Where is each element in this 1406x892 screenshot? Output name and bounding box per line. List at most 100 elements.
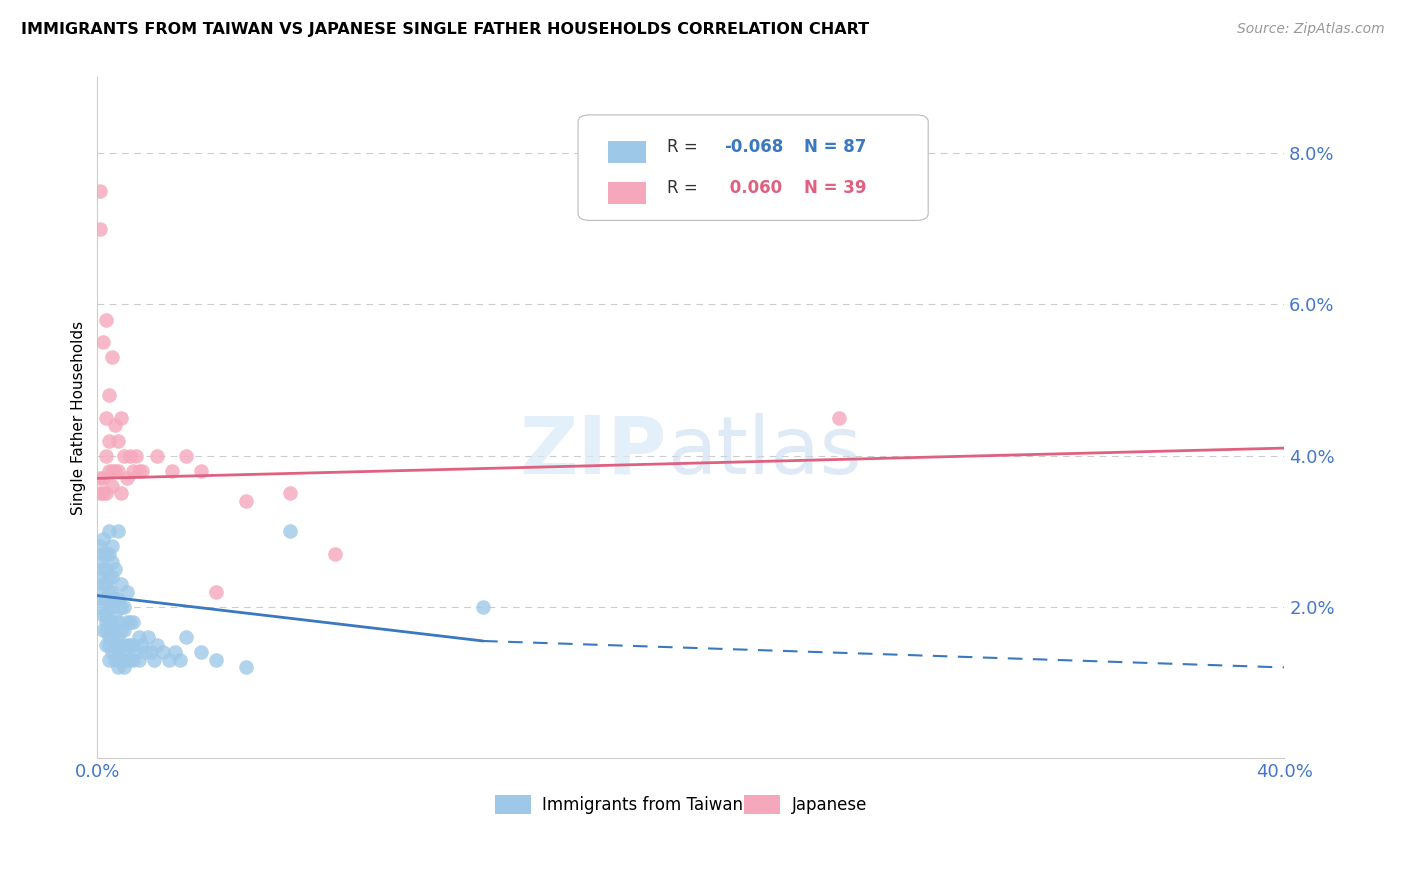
Text: N = 39: N = 39 bbox=[804, 178, 866, 197]
Point bbox=[101, 615, 124, 629]
Point bbox=[91, 335, 114, 350]
Point bbox=[131, 464, 153, 478]
Text: Immigrants from Taiwan: Immigrants from Taiwan bbox=[543, 796, 744, 814]
Point bbox=[89, 221, 111, 235]
FancyBboxPatch shape bbox=[495, 795, 530, 814]
FancyBboxPatch shape bbox=[607, 182, 645, 204]
Point bbox=[104, 418, 127, 433]
Point bbox=[122, 464, 145, 478]
Point bbox=[107, 615, 129, 629]
Point bbox=[131, 638, 153, 652]
Point bbox=[107, 524, 129, 539]
Point bbox=[128, 630, 150, 644]
Point bbox=[89, 486, 111, 500]
Point bbox=[110, 623, 132, 637]
Point bbox=[110, 599, 132, 614]
Text: IMMIGRANTS FROM TAIWAN VS JAPANESE SINGLE FATHER HOUSEHOLDS CORRELATION CHART: IMMIGRANTS FROM TAIWAN VS JAPANESE SINGL… bbox=[21, 22, 869, 37]
Point bbox=[101, 599, 124, 614]
Point bbox=[118, 615, 141, 629]
Point bbox=[118, 449, 141, 463]
Point bbox=[104, 638, 127, 652]
Text: Japanese: Japanese bbox=[792, 796, 868, 814]
Point bbox=[115, 584, 138, 599]
Point bbox=[190, 464, 212, 478]
Point bbox=[91, 623, 114, 637]
Point bbox=[98, 434, 121, 448]
Point bbox=[89, 184, 111, 198]
Point bbox=[98, 599, 121, 614]
Point bbox=[828, 410, 851, 425]
Point bbox=[134, 645, 156, 659]
Point bbox=[98, 547, 121, 561]
Point bbox=[101, 645, 124, 659]
Point bbox=[107, 630, 129, 644]
FancyBboxPatch shape bbox=[744, 795, 780, 814]
Point bbox=[136, 630, 159, 644]
Point bbox=[205, 584, 228, 599]
Point bbox=[96, 607, 118, 622]
Point bbox=[101, 351, 124, 365]
Text: R =: R = bbox=[666, 178, 703, 197]
Point bbox=[96, 623, 118, 637]
Point bbox=[91, 577, 114, 591]
Point bbox=[115, 615, 138, 629]
Point bbox=[118, 638, 141, 652]
Point bbox=[101, 555, 124, 569]
Text: R =: R = bbox=[666, 138, 703, 156]
Point bbox=[91, 607, 114, 622]
Point bbox=[110, 577, 132, 591]
Point bbox=[91, 532, 114, 546]
Point bbox=[91, 486, 114, 500]
Point bbox=[98, 653, 121, 667]
Point bbox=[91, 562, 114, 576]
Point bbox=[89, 599, 111, 614]
Point bbox=[122, 615, 145, 629]
FancyBboxPatch shape bbox=[578, 115, 928, 220]
Point bbox=[98, 524, 121, 539]
Point bbox=[115, 653, 138, 667]
Point bbox=[107, 464, 129, 478]
Point bbox=[104, 607, 127, 622]
Point bbox=[323, 547, 346, 561]
Point bbox=[115, 638, 138, 652]
Point bbox=[104, 562, 127, 576]
Point bbox=[110, 486, 132, 500]
Point bbox=[91, 592, 114, 607]
Point bbox=[89, 570, 111, 584]
Point bbox=[160, 464, 183, 478]
Point bbox=[98, 584, 121, 599]
Point bbox=[472, 599, 495, 614]
Point bbox=[104, 623, 127, 637]
Point bbox=[101, 584, 124, 599]
Point bbox=[190, 645, 212, 659]
Point bbox=[101, 570, 124, 584]
Point bbox=[107, 645, 129, 659]
Point bbox=[176, 630, 198, 644]
Point bbox=[235, 660, 257, 674]
Point bbox=[115, 471, 138, 485]
Point bbox=[157, 653, 180, 667]
Point bbox=[104, 653, 127, 667]
Point bbox=[91, 547, 114, 561]
Point bbox=[98, 638, 121, 652]
Point bbox=[107, 592, 129, 607]
Point bbox=[112, 623, 135, 637]
Point bbox=[104, 592, 127, 607]
Point bbox=[125, 449, 148, 463]
Text: -0.068: -0.068 bbox=[724, 138, 783, 156]
FancyBboxPatch shape bbox=[607, 142, 645, 163]
Point bbox=[139, 645, 162, 659]
Point bbox=[122, 653, 145, 667]
Point bbox=[110, 410, 132, 425]
Point bbox=[98, 615, 121, 629]
Point bbox=[112, 449, 135, 463]
Point bbox=[98, 630, 121, 644]
Point bbox=[205, 653, 228, 667]
Point bbox=[89, 584, 111, 599]
Point bbox=[112, 660, 135, 674]
Point bbox=[89, 555, 111, 569]
Point bbox=[89, 540, 111, 554]
Point bbox=[163, 645, 186, 659]
Point bbox=[96, 410, 118, 425]
Point bbox=[176, 449, 198, 463]
